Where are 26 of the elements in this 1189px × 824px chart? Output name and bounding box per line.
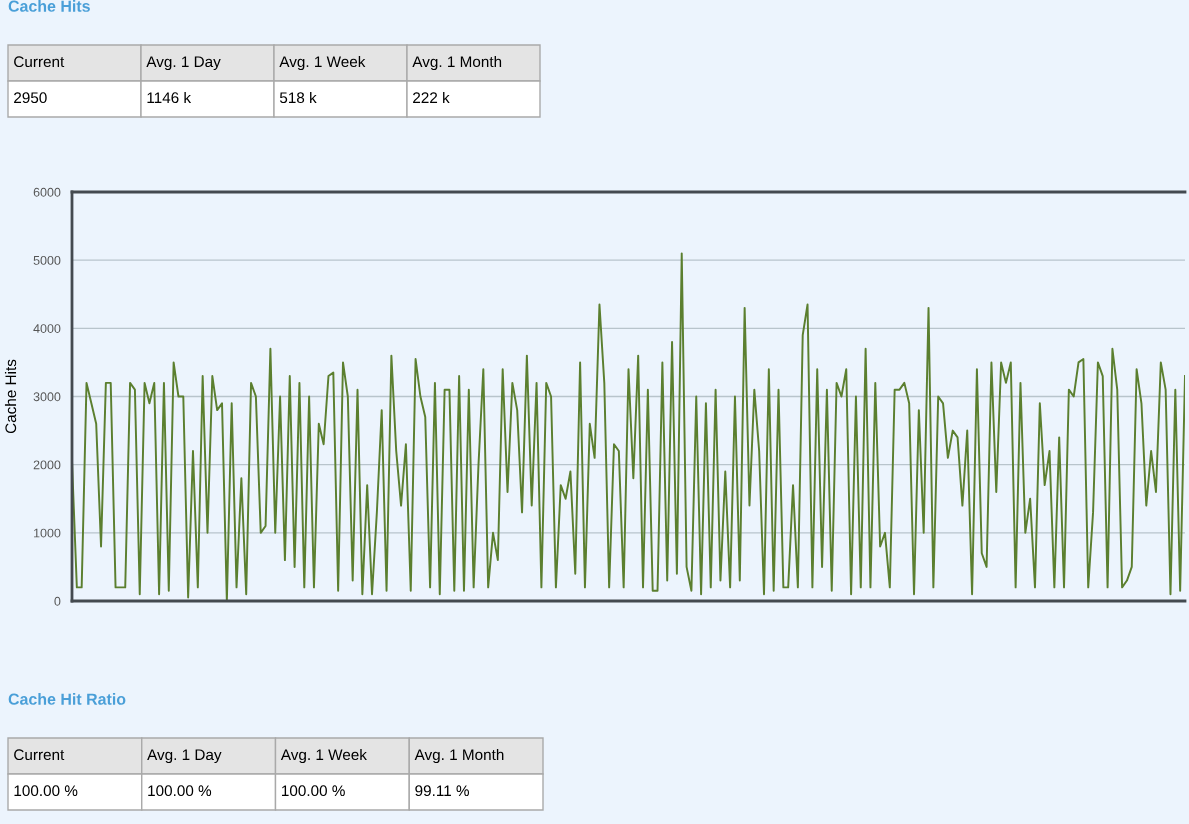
y-tick-label: 3000: [33, 392, 61, 402]
y-tick-label: 0: [54, 596, 61, 606]
text: Avg. 1 Month: [412, 55, 502, 71]
y-axis-title: Cache Hits: [4, 359, 17, 434]
text: 99.11 %: [415, 785, 469, 797]
y-tick-label: 5000: [33, 255, 61, 265]
text: 100.00 %: [282, 785, 345, 797]
text: 518 k: [279, 91, 317, 104]
text: Avg. 1 Week: [280, 748, 367, 764]
text: 222 k: [413, 91, 450, 103]
text: Current: [14, 749, 65, 761]
text: 100.00 %: [14, 785, 78, 797]
y-tick-label: 4000: [33, 324, 61, 333]
text: Avg. 1 Week: [279, 55, 366, 71]
text: Cache Hit Ratio: [8, 693, 126, 705]
text: 100.00 %: [148, 785, 212, 797]
y-tick-label: 2000: [33, 460, 61, 470]
text: Cache Hits: [8, 0, 90, 12]
text: Avg. 1 Day: [146, 56, 221, 71]
text: 2950: [14, 92, 47, 104]
text: Avg. 1 Month: [414, 748, 504, 764]
y-tick-label: 6000: [33, 187, 61, 197]
text: Current: [14, 56, 65, 68]
y-tick-label: 1000: [34, 528, 61, 538]
text: Avg. 1 Day: [147, 749, 222, 764]
text: 1146 k: [147, 91, 192, 104]
